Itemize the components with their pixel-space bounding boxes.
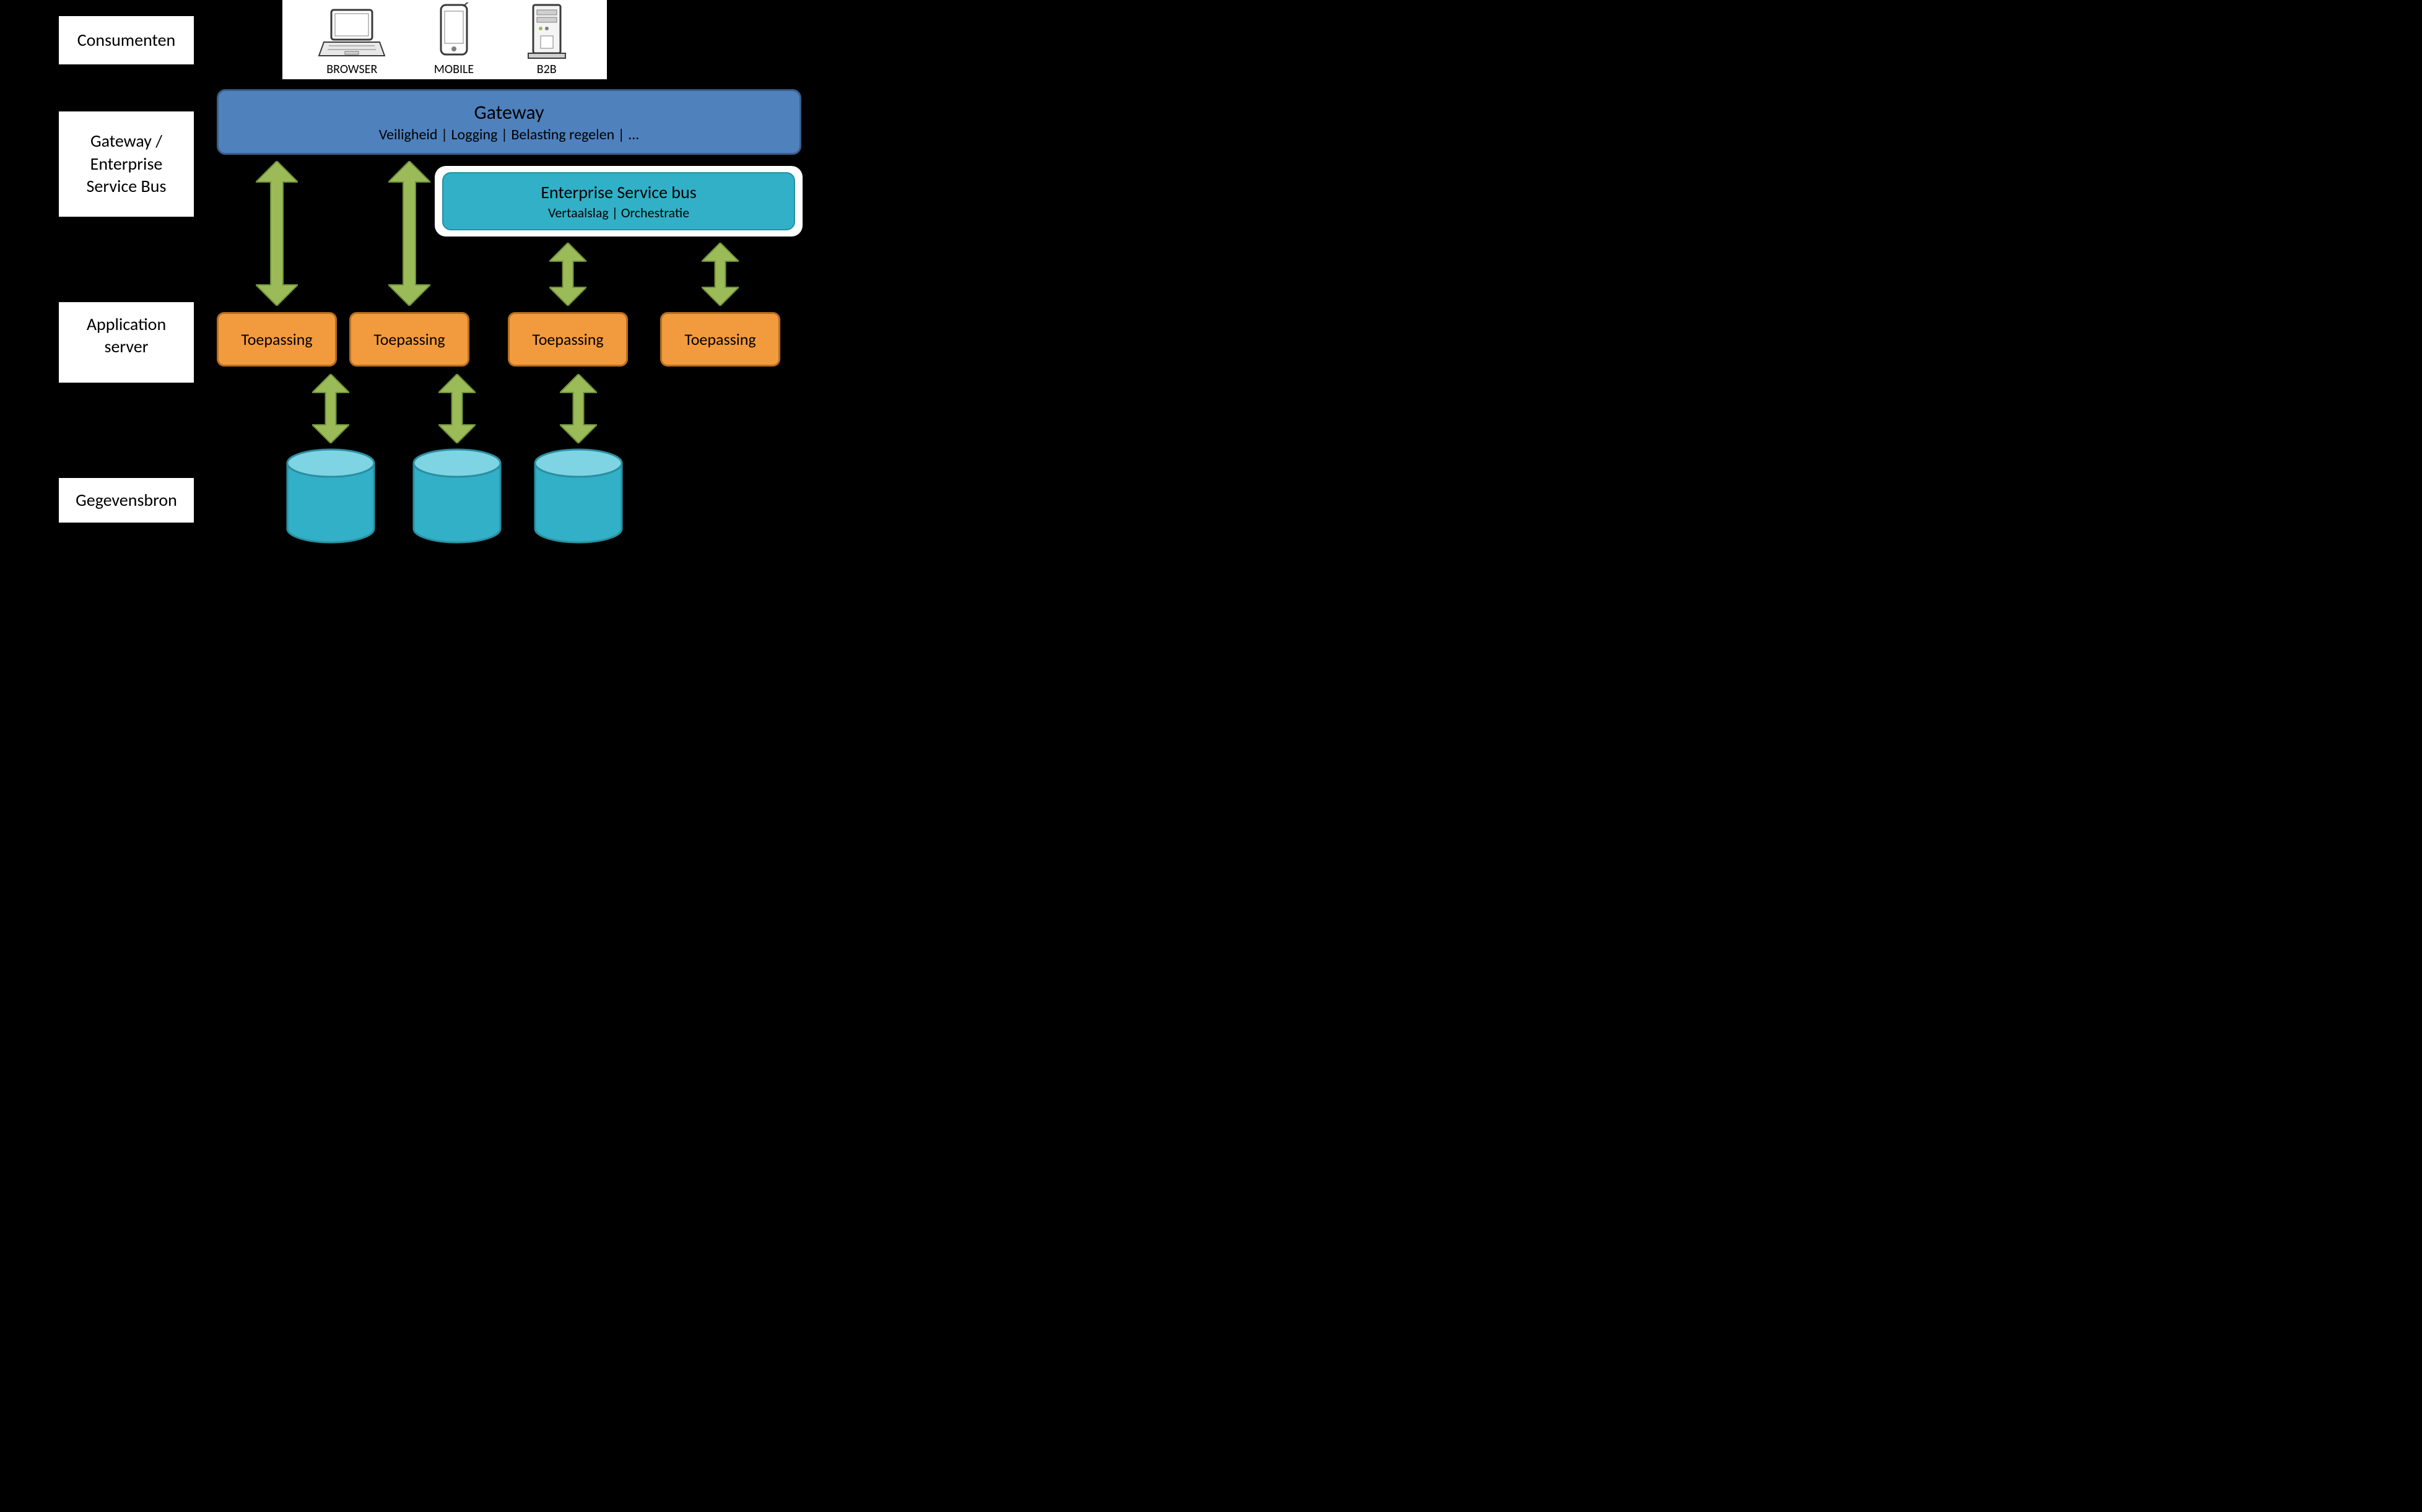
double-arrow-icon xyxy=(560,374,597,443)
app-box-2-label: Toepassing xyxy=(373,329,445,349)
app-box-1-label: Toepassing xyxy=(241,329,312,349)
consumer-b2b: B2B xyxy=(522,1,572,77)
esb-title: Enterprise Service bus xyxy=(541,181,696,203)
app-box-3-label: Toepassing xyxy=(532,329,603,349)
row-label-gateway: Gateway / Enterprise Service Bus xyxy=(59,111,194,217)
consumer-browser-label: BROWSER xyxy=(326,62,377,77)
esb-box: Enterprise Service bus Vertaalslag | Orc… xyxy=(442,172,795,230)
gateway-title: Gateway xyxy=(474,100,544,124)
consumer-browser: BROWSER xyxy=(318,6,386,77)
row-label-datasource: Gegevensbron xyxy=(59,478,194,523)
double-arrow-icon xyxy=(549,243,586,306)
app-box-1: Toepassing xyxy=(217,312,337,367)
gateway-subtitle: Veiligheid | Logging | Belasting regelen… xyxy=(379,126,640,144)
app-box-4-label: Toepassing xyxy=(684,329,756,349)
double-arrow-icon xyxy=(702,243,739,306)
gateway-box: Gateway Veiligheid | Logging | Belasting… xyxy=(217,89,801,155)
consumer-mobile: MOBILE xyxy=(432,2,476,77)
consumers-panel: BROWSER MOBILE B2B xyxy=(282,0,607,79)
double-arrow-icon xyxy=(438,374,476,443)
app-box-2: Toepassing xyxy=(349,312,469,367)
double-arrow-icon xyxy=(312,374,349,443)
consumer-b2b-label: B2B xyxy=(537,62,557,77)
double-arrow-icon xyxy=(256,161,298,306)
mobile-icon xyxy=(432,2,476,61)
app-box-3: Toepassing xyxy=(508,312,628,367)
row-label-appserver-text: Application server xyxy=(68,313,185,358)
esb-subtitle: Vertaalslag | Orchestratie xyxy=(548,204,689,221)
database-cylinder-icon xyxy=(533,448,624,544)
row-label-appserver: Application server xyxy=(59,302,194,383)
laptop-icon xyxy=(318,6,386,61)
consumer-mobile-label: MOBILE xyxy=(434,62,474,77)
database-cylinder-icon xyxy=(412,448,502,544)
row-label-gateway-text: Gateway / Enterprise Service Bus xyxy=(68,130,185,198)
row-label-consumers: Consumenten xyxy=(59,16,194,64)
database-cylinder-icon xyxy=(285,448,376,544)
double-arrow-icon xyxy=(388,161,430,306)
server-icon xyxy=(522,1,572,61)
app-box-4: Toepassing xyxy=(660,312,780,367)
